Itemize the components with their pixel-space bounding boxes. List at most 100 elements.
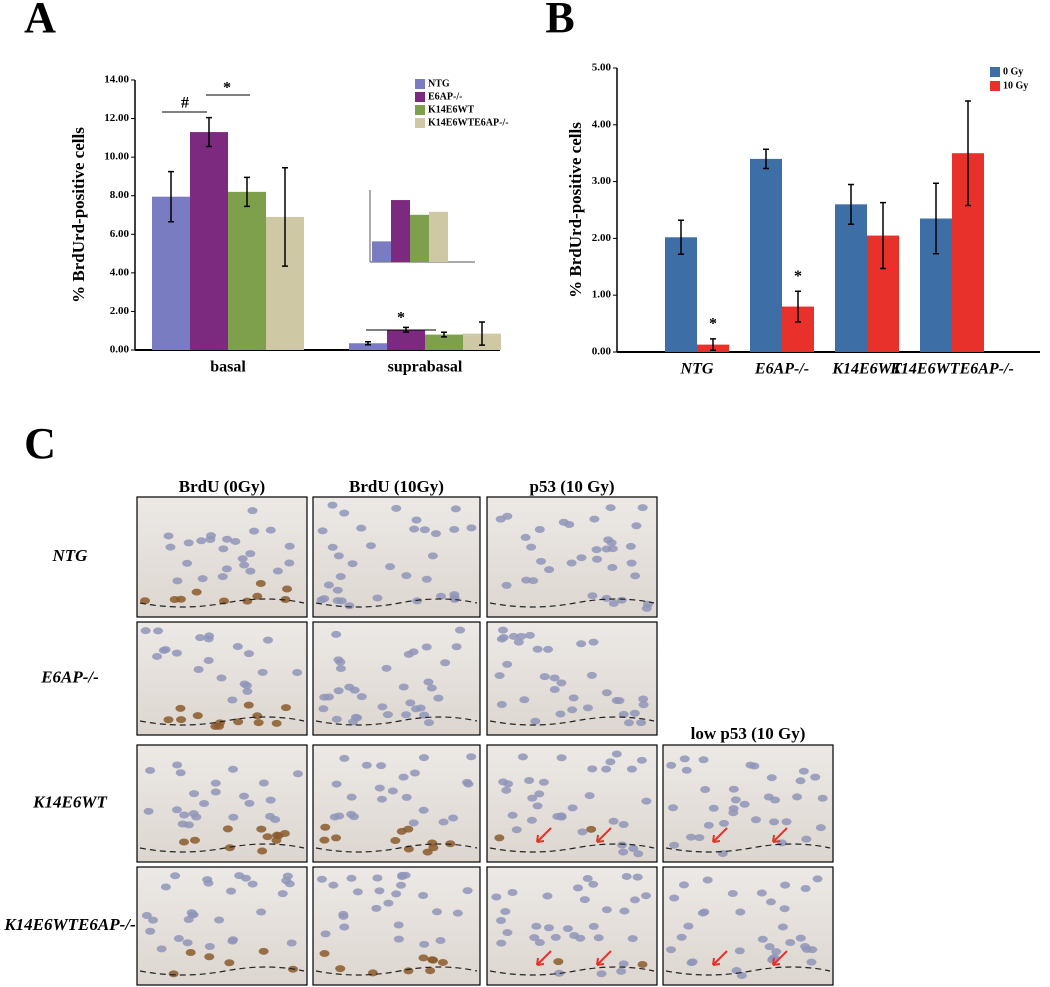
annotation: * [794,268,802,285]
nucleus [335,665,346,673]
nucleus [335,573,346,581]
y-tick-label: 8.00 [110,189,130,201]
nucleus [252,712,263,720]
nucleus [224,959,235,967]
nucleus [756,889,767,897]
inset-bar [391,200,410,262]
nucleus [601,906,612,914]
error-bar [678,219,684,256]
x-tick-label: K14E6WTE6AP-/- [889,361,1014,378]
basement-membrane [315,966,478,976]
nucleus [556,679,567,687]
nucleus [396,881,407,889]
panel-label: A [24,0,56,42]
nucleus [496,939,507,947]
nucleus [210,788,221,796]
nucleus [327,501,338,509]
inset-bar [372,241,391,262]
nucleus [625,542,636,550]
nucleus [145,766,156,774]
nucleus [448,814,459,822]
nucleus [567,706,578,714]
nucleus [452,909,463,917]
nucleus [795,777,806,785]
nucleus [333,687,344,695]
nucleus [271,836,282,844]
y-axis-label: % BrdUrd-positive cells [566,122,585,298]
nucleus [702,876,713,884]
nucleus [319,950,330,958]
nucleus [292,668,303,676]
basement-membrane [665,966,831,976]
nucleus [415,704,426,712]
nucleus [292,770,303,778]
nucleus [558,518,569,526]
nucleus [158,646,169,654]
nucleus [199,799,210,807]
nucleus [608,817,619,825]
nucleus [227,765,238,773]
basement-membrane [489,716,655,726]
nucleus [352,714,363,722]
nucleus [529,934,540,942]
nucleus [621,872,632,880]
nucleus [440,659,451,667]
nucleus [605,504,616,512]
nucleus [367,969,378,977]
nucleus [216,674,227,682]
error-bar [479,321,485,346]
nucleus [734,947,745,955]
nucleus [779,905,790,913]
nucleus [508,632,519,640]
nucleus [319,836,330,844]
nucleus [411,516,422,524]
nucleus [173,935,184,943]
nucleus [398,773,409,781]
nucleus [187,911,198,919]
nucleus [735,908,746,916]
nucleus [196,537,207,545]
legend-swatch [415,92,425,102]
nucleus [376,795,387,803]
nucleus [346,793,357,801]
nucleus [265,796,276,804]
x-tick-label: suprabasal [388,359,463,376]
error-bar [880,201,886,270]
nucleus [494,834,505,842]
basement-membrane [315,843,478,853]
nucleus [605,758,616,766]
y-tick-label: 14.00 [104,74,129,86]
micrograph [136,496,308,618]
nucleus [372,594,383,602]
nucleus [572,884,583,892]
nucleus [401,793,412,801]
nucleus [798,767,809,775]
nucleus [320,930,331,938]
nucleus [700,785,711,793]
error-bar [168,170,174,223]
nucleus [423,719,434,727]
nucleus [582,874,593,882]
nucleus [494,672,505,680]
error-bar [763,148,769,170]
nucleus [403,967,414,975]
nucleus [765,898,776,906]
arrow [712,950,728,966]
arrow [536,950,552,966]
bar [228,191,266,350]
nucleus [418,891,429,899]
arrow [596,827,612,843]
nucleus [347,560,358,568]
arrow [712,827,728,843]
nucleus [526,816,537,824]
nucleus [262,636,273,644]
nucleus [623,719,634,727]
nucleus [588,880,599,888]
nucleus [589,515,600,523]
nucleus [387,787,398,795]
nucleus [317,527,328,535]
nucleus [542,892,553,900]
nucleus [498,778,509,786]
nucleus [619,907,630,915]
nucleus [339,509,350,517]
